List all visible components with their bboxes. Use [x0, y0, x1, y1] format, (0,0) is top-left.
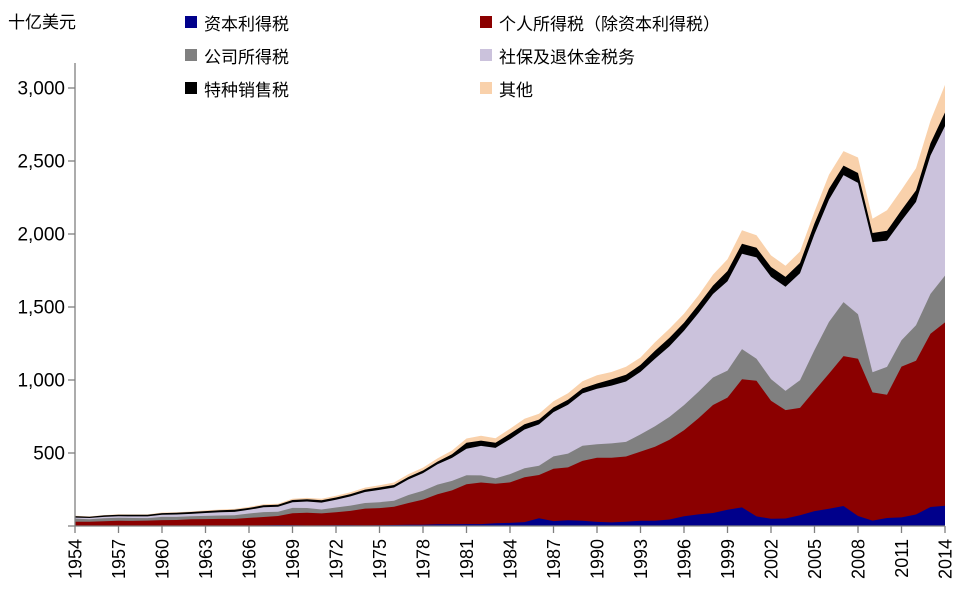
- y-tick-label: 2,000: [17, 225, 65, 246]
- x-tick-label: 1981: [457, 539, 477, 579]
- x-tick-label: 1960: [153, 539, 173, 579]
- area-series-1: [75, 322, 945, 526]
- legend-swatch-personal-income-tax: [480, 16, 492, 28]
- x-tick-label: 2005: [805, 539, 825, 579]
- legend-label-excise-tax: 特种销售税: [204, 80, 289, 101]
- legend-item-corporate-income-tax: 公司所得税: [185, 45, 289, 68]
- x-tick-label: 1978: [414, 539, 434, 579]
- x-tick-label: 1954: [66, 539, 86, 579]
- legend-label-personal-income-tax: 个人所得税（除资本利得税）: [499, 14, 720, 35]
- legend-item-excise-tax: 特种销售税: [185, 78, 289, 101]
- x-tick-label: 1957: [109, 539, 129, 579]
- legend-swatch-corporate-income-tax: [185, 49, 197, 61]
- legend-swatch-excise-tax: [185, 82, 197, 94]
- legend-label-capital-gains-tax: 资本利得税: [204, 14, 289, 35]
- y-tick-label: 1,500: [17, 298, 65, 319]
- y-tick-label: 500: [33, 444, 65, 465]
- x-tick-label: 1987: [544, 539, 564, 579]
- x-tick-label: 2011: [892, 539, 912, 578]
- legend-item-social-security-tax: 社保及退休金税务: [480, 45, 635, 68]
- x-tick-label: 1993: [631, 539, 651, 579]
- x-tick-label: 1969: [283, 539, 303, 579]
- legend-label-other-tax: 其他: [499, 80, 533, 101]
- legend-label-corporate-income-tax: 公司所得税: [204, 47, 289, 68]
- area-series-0: [75, 505, 945, 526]
- legend-label-social-security-tax: 社保及退休金税务: [499, 47, 635, 68]
- y-tick-label: 3,000: [17, 79, 65, 100]
- legend-swatch-social-security-tax: [480, 49, 492, 61]
- x-tick-label: 1999: [718, 539, 738, 579]
- x-tick-label: 1990: [588, 539, 608, 579]
- x-tick-label: 1963: [196, 539, 216, 579]
- legend-swatch-capital-gains-tax: [185, 16, 197, 28]
- x-tick-label: 2002: [762, 539, 782, 579]
- y-tick-label: 1,000: [17, 371, 65, 392]
- legend-item-other-tax: 其他: [480, 78, 533, 101]
- x-tick-label: 1996: [675, 539, 695, 579]
- x-tick-label: 2014: [936, 539, 956, 579]
- x-tick-label: 1972: [327, 539, 347, 579]
- x-tick-label: 1984: [501, 539, 521, 579]
- y-axis-unit-label: 十亿美元: [8, 13, 76, 33]
- legend-item-personal-income-tax: 个人所得税（除资本利得税）: [480, 12, 720, 35]
- x-tick-label: 2008: [849, 539, 869, 579]
- x-tick-label: 1966: [240, 539, 260, 579]
- x-tick-label: 1975: [370, 539, 390, 579]
- legend-item-capital-gains-tax: 资本利得税: [185, 12, 289, 35]
- legend-swatch-other-tax: [480, 82, 492, 94]
- y-tick-label: 2,500: [17, 152, 65, 173]
